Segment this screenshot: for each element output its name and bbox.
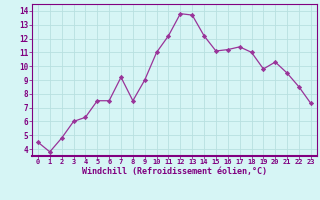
X-axis label: Windchill (Refroidissement éolien,°C): Windchill (Refroidissement éolien,°C): [82, 167, 267, 176]
